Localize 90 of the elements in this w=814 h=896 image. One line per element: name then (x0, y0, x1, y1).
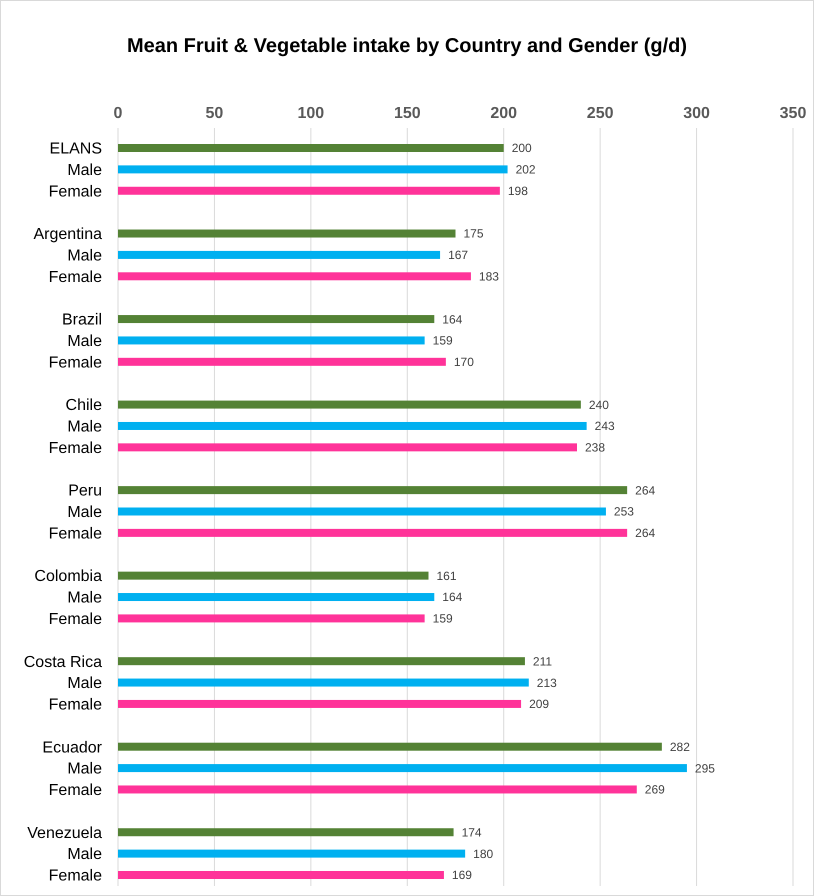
bar (118, 678, 529, 687)
bar (118, 828, 454, 836)
x-tick-label: 50 (206, 105, 224, 122)
y-tick-label: Female (48, 611, 102, 628)
x-tick-label: 200 (490, 105, 518, 122)
y-tick-label: Female (48, 525, 102, 542)
bar (118, 486, 628, 494)
y-tick-label: Female (48, 696, 102, 714)
y-tick-label: Female (48, 868, 102, 885)
bar (118, 186, 500, 195)
y-tick-label: Male (67, 760, 102, 778)
bar (118, 165, 508, 174)
data-label: 159 (432, 612, 453, 626)
bar (118, 250, 440, 259)
x-tick-label: 0 (114, 105, 123, 122)
x-tick-label: 150 (394, 105, 421, 122)
y-tick-label: Venezuela (27, 824, 102, 842)
bar (118, 144, 504, 152)
data-label: 180 (473, 846, 494, 861)
data-label: 169 (452, 868, 472, 882)
data-label: 253 (614, 504, 634, 519)
data-label: 264 (635, 526, 656, 540)
y-tick-label: Male (67, 333, 102, 350)
data-label: 213 (536, 676, 558, 690)
bar (118, 400, 581, 409)
y-tick-label: Male (67, 590, 102, 607)
data-label: 167 (448, 248, 468, 262)
data-label: 161 (436, 568, 457, 583)
data-label: 183 (478, 269, 500, 284)
bar (118, 336, 425, 344)
y-tick-label: Male (67, 846, 102, 864)
data-label: 238 (585, 440, 606, 455)
bar (118, 572, 428, 580)
y-tick-label: Costa Rica (24, 654, 102, 671)
y-tick-label: Chile (66, 397, 102, 414)
y-tick-label: Argentina (34, 226, 102, 244)
bar (118, 700, 522, 708)
data-label: 164 (442, 312, 463, 326)
y-tick-label: Male (67, 504, 102, 522)
y-tick-label: Female (48, 440, 102, 457)
data-label: 269 (644, 782, 666, 797)
y-tick-label: Female (48, 268, 102, 286)
x-tick-label: 350 (780, 105, 806, 122)
bar (118, 443, 577, 452)
bar (118, 785, 637, 794)
bar (118, 850, 466, 858)
y-tick-label: Brazil (62, 312, 102, 329)
bar (118, 614, 425, 622)
data-label: 200 (512, 141, 532, 156)
bar (118, 871, 444, 879)
data-label: 243 (594, 419, 615, 434)
y-tick-label: Peru (68, 482, 102, 500)
data-label: 240 (588, 398, 610, 412)
y-tick-label: Female (48, 782, 102, 800)
y-tick-label: Male (67, 162, 102, 179)
bar (118, 230, 456, 238)
y-tick-label: Female (48, 183, 102, 200)
bar (118, 657, 525, 666)
y-tick-label: Ecuador (42, 739, 103, 756)
bar (118, 742, 662, 751)
bar (118, 315, 434, 324)
data-label: 170 (454, 355, 474, 370)
data-label: 282 (670, 740, 690, 754)
y-tick-label: ELANS (50, 140, 102, 158)
data-label: 198 (508, 184, 528, 198)
data-label: 211 (532, 654, 552, 668)
y-tick-label: Male (67, 248, 102, 265)
x-tick-label: 100 (298, 105, 324, 122)
data-label: 175 (464, 226, 484, 241)
bar (118, 358, 446, 366)
y-tick-label: Male (67, 675, 102, 692)
data-label: 159 (432, 334, 453, 348)
data-label: 209 (529, 697, 550, 712)
bar (118, 272, 471, 280)
data-label: 164 (442, 590, 463, 604)
data-label: 202 (516, 162, 536, 177)
bar (118, 764, 687, 772)
bar (118, 508, 606, 516)
data-label: 174 (462, 825, 482, 840)
bar (118, 422, 587, 430)
y-tick-label: Male (67, 418, 102, 436)
x-tick-label: 300 (683, 105, 710, 122)
data-label: 295 (694, 761, 716, 776)
bar (118, 528, 628, 537)
y-tick-label: Colombia (34, 568, 102, 586)
data-label: 264 (635, 483, 656, 498)
y-tick-label: Female (48, 354, 102, 372)
x-tick-label: 250 (586, 105, 614, 122)
chart-title: Mean Fruit & Vegetable intake by Country and Gender (g/d) (126, 35, 688, 57)
bar (118, 593, 434, 602)
